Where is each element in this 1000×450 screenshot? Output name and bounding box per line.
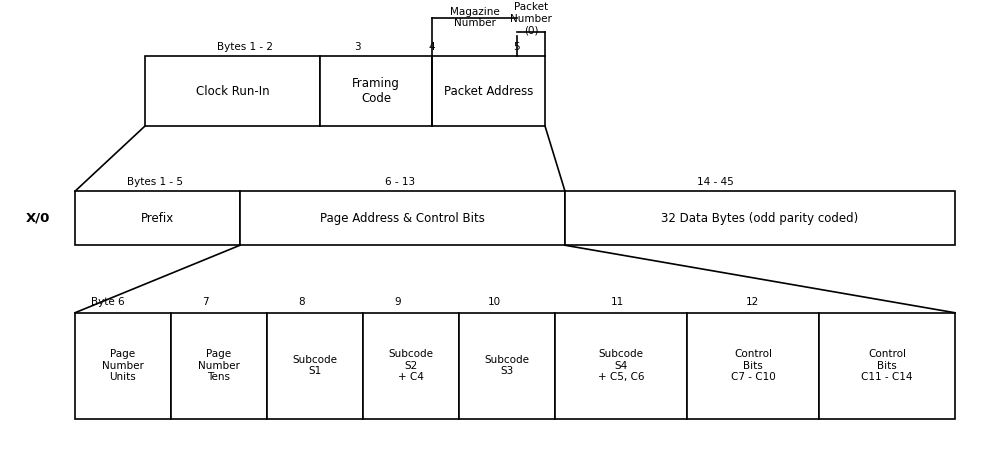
Text: 11: 11 — [610, 297, 624, 307]
Text: Control
Bits
C11 - C14: Control Bits C11 - C14 — [861, 349, 913, 382]
Text: Bytes 1 - 2: Bytes 1 - 2 — [217, 42, 273, 52]
Bar — [459, 313, 555, 419]
Text: Subcode
S3: Subcode S3 — [484, 355, 530, 376]
Bar — [320, 56, 432, 126]
Text: 32 Data Bytes (odd parity coded): 32 Data Bytes (odd parity coded) — [661, 212, 859, 225]
Text: Prefix: Prefix — [141, 212, 174, 225]
Bar — [555, 313, 687, 419]
Bar — [145, 56, 320, 126]
Text: Clock Run-In: Clock Run-In — [196, 85, 269, 98]
Text: Control
Bits
C7 - C10: Control Bits C7 - C10 — [731, 349, 775, 382]
Text: Framing
Code: Framing Code — [352, 77, 400, 105]
Bar — [565, 191, 955, 245]
Text: Subcode
S2
+ C4: Subcode S2 + C4 — [388, 349, 434, 382]
Bar — [819, 313, 955, 419]
Bar — [363, 313, 459, 419]
Text: 8: 8 — [299, 297, 305, 307]
Bar — [240, 191, 565, 245]
Text: Page
Number
Tens: Page Number Tens — [198, 349, 240, 382]
Text: Packet
Number
(0): Packet Number (0) — [510, 2, 552, 36]
Bar — [432, 56, 545, 126]
Text: 14 - 45: 14 - 45 — [697, 177, 733, 187]
Text: Page
Number
Units: Page Number Units — [102, 349, 144, 382]
Text: 9: 9 — [395, 297, 401, 307]
Bar — [687, 313, 819, 419]
Text: 4: 4 — [429, 42, 435, 52]
Text: 10: 10 — [487, 297, 501, 307]
Text: 3: 3 — [354, 42, 360, 52]
Bar — [267, 313, 363, 419]
Text: 6 - 13: 6 - 13 — [385, 177, 415, 187]
Text: Subcode
S4
+ C5, C6: Subcode S4 + C5, C6 — [598, 349, 644, 382]
Text: Magazine
Number: Magazine Number — [450, 7, 499, 28]
Text: Page Address & Control Bits: Page Address & Control Bits — [320, 212, 485, 225]
Text: 5: 5 — [514, 42, 520, 52]
Text: Bytes 1 - 5: Bytes 1 - 5 — [127, 177, 183, 187]
Text: 7: 7 — [202, 297, 208, 307]
Text: X/0: X/0 — [26, 212, 50, 225]
Text: Packet Address: Packet Address — [444, 85, 533, 98]
Bar — [171, 313, 267, 419]
Text: Byte 6: Byte 6 — [91, 297, 125, 307]
Text: 12: 12 — [745, 297, 759, 307]
Text: Subcode
S1: Subcode S1 — [292, 355, 338, 376]
Bar — [75, 313, 171, 419]
Bar — [75, 191, 240, 245]
